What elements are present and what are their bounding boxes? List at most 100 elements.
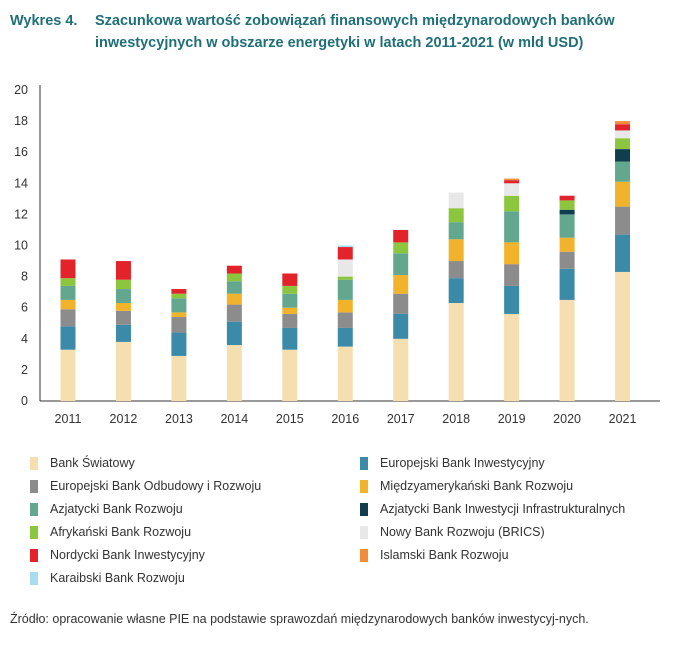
bar-segment xyxy=(60,278,76,286)
bar-segment xyxy=(337,327,353,347)
bar-segment xyxy=(559,200,575,210)
bar-segment xyxy=(337,346,353,401)
bar-segment xyxy=(393,242,409,254)
bar-segment xyxy=(115,279,131,290)
bar-segment xyxy=(115,324,131,342)
x-tick-label: 2017 xyxy=(387,412,415,426)
bar-segment xyxy=(615,149,631,162)
bar-segment xyxy=(448,222,464,240)
y-tick-label: 6 xyxy=(21,301,28,315)
bar-segment xyxy=(448,192,464,209)
bar-segment xyxy=(559,209,575,215)
bar-segment xyxy=(171,289,187,294)
bar-segment xyxy=(282,349,298,401)
x-tick-label: 2011 xyxy=(55,412,82,426)
bar-segment xyxy=(60,326,76,350)
bar-segment xyxy=(448,261,464,279)
legend-item: Islamski Bank Rozwoju xyxy=(360,545,509,565)
bar-segment xyxy=(115,289,131,304)
bar-segment xyxy=(504,285,520,314)
legend-label: Afrykański Bank Rozwoju xyxy=(50,525,192,539)
bar-segment xyxy=(448,208,464,223)
bar-segment xyxy=(559,214,575,238)
legend-item: Nordycki Bank Inwestycyjny xyxy=(30,545,205,565)
legend-item: Europejski Bank Inwestycyjny xyxy=(360,453,545,473)
bar-segment xyxy=(559,237,575,252)
legend-item: Bank Światowy xyxy=(30,453,135,473)
bar-segment xyxy=(226,281,242,294)
y-tick-label: 2 xyxy=(21,363,28,377)
bar-segment xyxy=(337,276,353,280)
bar-segment xyxy=(504,211,520,243)
legend-swatch xyxy=(30,479,38,493)
legend-swatch xyxy=(30,571,38,585)
y-tick-label: 16 xyxy=(14,145,28,159)
y-tick-label: 8 xyxy=(21,270,28,284)
x-tick-label: 2016 xyxy=(331,412,359,426)
bar-segment xyxy=(282,285,298,294)
bar-segment xyxy=(504,195,520,212)
stacked-bar-chart: 0 2 4 6 8 10 12 14 16 18 20 2011 2012 2013 2014 2015 201… xyxy=(14,83,660,426)
legend-label: Bank Światowy xyxy=(50,456,135,470)
bar-segment xyxy=(559,251,575,269)
x-tick-label: 2021 xyxy=(609,412,637,426)
bar-segment xyxy=(171,317,187,333)
legend-label: Nowy Bank Rozwoju (BRICS) xyxy=(380,525,545,539)
bar-segment xyxy=(393,253,409,276)
y-tick-label: 18 xyxy=(14,114,28,128)
bar-segment xyxy=(337,279,353,300)
bar-segment xyxy=(337,247,353,260)
bar-segment xyxy=(393,293,409,314)
bar-segment xyxy=(226,304,242,322)
bar-segment xyxy=(282,273,298,286)
bar-segment xyxy=(393,229,409,243)
bar-segment xyxy=(60,349,76,401)
y-tick-label: 14 xyxy=(14,176,28,190)
bar-segment xyxy=(226,265,242,274)
legend-swatch xyxy=(30,548,38,562)
bar-segment xyxy=(115,341,131,401)
bar-segment xyxy=(615,138,631,150)
bar-segment xyxy=(504,180,520,184)
bar-segment xyxy=(171,312,187,318)
y-tick-label: 20 xyxy=(14,83,28,97)
x-tick-label: 2012 xyxy=(110,412,138,426)
figure-number: Wykres 4. xyxy=(10,13,78,29)
bar-segment xyxy=(171,332,187,356)
bar-segment xyxy=(504,178,520,181)
bar-segment xyxy=(559,268,575,300)
bar-segment xyxy=(115,261,131,280)
x-tick-label: 2020 xyxy=(553,412,581,426)
y-tick-label: 12 xyxy=(14,207,28,221)
legend-label: Europejski Bank Inwestycyjny xyxy=(380,456,545,470)
bar-segment xyxy=(448,239,464,262)
bar-segment xyxy=(282,307,298,314)
bar-segment xyxy=(60,299,76,310)
legend-label: Islamski Bank Rozwoju xyxy=(380,548,509,562)
bar-segment xyxy=(282,327,298,350)
bar-segment xyxy=(171,298,187,313)
legend-swatch xyxy=(360,525,368,539)
legend-swatch xyxy=(30,525,38,539)
legend-item: Azjatycki Bank Inwestycji Infrastruktura… xyxy=(360,499,625,519)
legend-label: Karaibski Bank Rozwoju xyxy=(50,571,185,585)
bar-segment xyxy=(615,121,631,125)
legend-swatch xyxy=(360,479,368,493)
bar-segment xyxy=(337,245,353,248)
source-note: Źródło: opracowanie własne PIE na podsta… xyxy=(10,612,589,626)
bar-segment xyxy=(393,313,409,339)
y-tick-label: 4 xyxy=(21,332,28,346)
bar-segment xyxy=(615,271,631,401)
bar-segment xyxy=(393,275,409,294)
bar-segment xyxy=(504,313,520,401)
legend-label: Europejski Bank Odbudowy i Rozwoju xyxy=(50,479,262,493)
legend-swatch xyxy=(360,548,368,562)
bar-segment xyxy=(615,130,631,139)
legend-label: Międzyamerykański Bank Rozwoju xyxy=(380,479,574,493)
x-tick-label: 2013 xyxy=(165,412,193,426)
bar-segment xyxy=(559,299,575,401)
bar-segment xyxy=(337,312,353,328)
legend-swatch xyxy=(360,456,368,470)
bar-segment xyxy=(60,309,76,327)
legend-item: Karaibski Bank Rozwoju xyxy=(30,568,185,588)
